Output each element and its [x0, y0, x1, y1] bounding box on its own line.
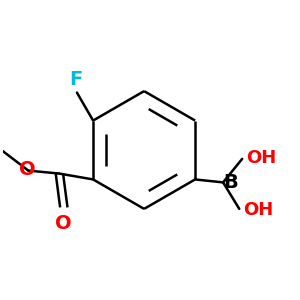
Text: F: F — [69, 70, 82, 89]
Text: OH: OH — [243, 201, 273, 219]
Text: O: O — [19, 160, 35, 178]
Text: O: O — [56, 214, 72, 233]
Text: OH: OH — [246, 149, 276, 167]
Text: B: B — [224, 173, 239, 192]
